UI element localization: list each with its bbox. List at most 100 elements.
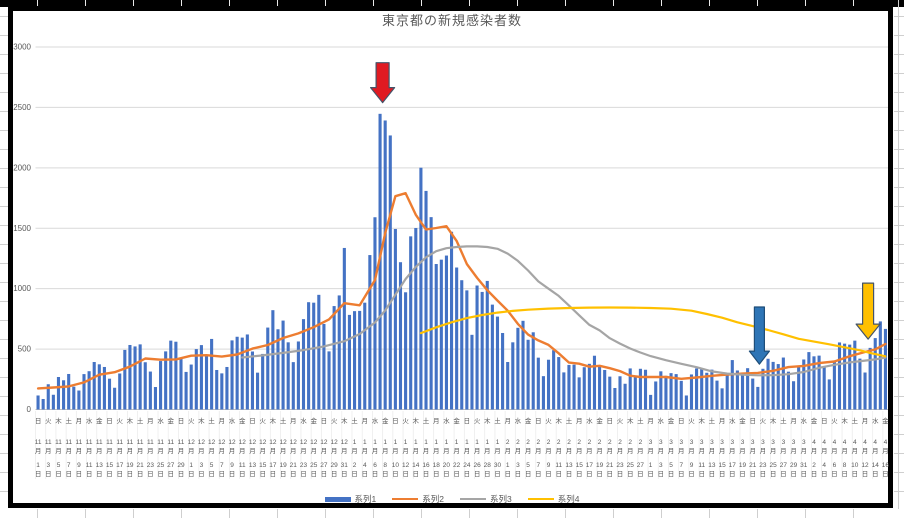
bar bbox=[256, 372, 260, 410]
x-tick-label: 月 11 月 9 日 bbox=[76, 417, 83, 478]
legend-item-series2[interactable]: 系列2 bbox=[392, 493, 444, 505]
x-tick-label: 月 3 月 15 日 bbox=[718, 417, 726, 478]
x-tick-label: 日 1 月 10 日 bbox=[392, 417, 400, 478]
y-axis-labels: 0 500 1000 1500 2000 2500 3000 bbox=[13, 43, 31, 415]
x-tick-label: 日 11 月 1 日 bbox=[35, 417, 42, 478]
yellow-arrow-annotation[interactable] bbox=[855, 282, 881, 340]
blue-arrow-annotation[interactable] bbox=[748, 306, 771, 365]
bar bbox=[317, 294, 321, 410]
bar bbox=[480, 291, 484, 410]
bar bbox=[858, 358, 862, 410]
x-tick-label: 水 11 月 11 日 bbox=[86, 416, 93, 478]
bar bbox=[705, 372, 709, 410]
bar bbox=[633, 376, 637, 410]
bar bbox=[822, 366, 826, 410]
x-tick-label: 木 12 月 3 日 bbox=[198, 416, 206, 478]
bar bbox=[521, 320, 525, 410]
bar bbox=[689, 374, 694, 410]
x-tick-label: 月 11 月 23 日 bbox=[147, 417, 155, 478]
series1-bars[interactable] bbox=[36, 113, 888, 410]
bar bbox=[465, 290, 469, 410]
spreadsheet-column-left bbox=[0, 0, 8, 518]
x-tick-label: 木 1 月 28 日 bbox=[484, 416, 492, 478]
series3-line-swatch-icon bbox=[460, 497, 486, 501]
bar bbox=[700, 369, 704, 410]
bar bbox=[169, 340, 173, 410]
spreadsheet-row-bottom bbox=[0, 509, 904, 518]
x-tick-label: 月 12 月 21 日 bbox=[290, 417, 298, 478]
x-tick-label: 土 3 月 27 日 bbox=[780, 416, 788, 478]
bar bbox=[409, 236, 413, 410]
x-tick-label: 火 1 月 26 日 bbox=[473, 418, 481, 478]
bar bbox=[541, 376, 545, 410]
bar bbox=[546, 359, 551, 410]
x-tick-label: 木 3 月 25 日 bbox=[769, 416, 777, 478]
y-tick-label: 2500 bbox=[13, 103, 31, 112]
bar bbox=[669, 373, 673, 410]
x-tick-label: 木 2 月 25 日 bbox=[627, 416, 635, 478]
bar bbox=[148, 371, 152, 410]
x-tick-label: 火 2 月 23 日 bbox=[616, 418, 624, 478]
bar bbox=[97, 364, 101, 410]
bar bbox=[444, 255, 448, 410]
bar bbox=[189, 364, 193, 410]
bar bbox=[414, 228, 418, 410]
bar bbox=[475, 285, 479, 410]
bar bbox=[664, 375, 668, 410]
spreadsheet-column-right bbox=[894, 0, 904, 518]
bar bbox=[235, 336, 239, 410]
bar bbox=[756, 386, 760, 410]
legend-label-series3: 系列3 bbox=[490, 494, 512, 504]
bar bbox=[429, 217, 433, 410]
x-tick-label: 金 12 月 11 日 bbox=[239, 416, 247, 478]
red-arrow-annotation[interactable] bbox=[370, 62, 396, 104]
legend-item-series3[interactable]: 系列3 bbox=[460, 493, 512, 505]
bar bbox=[220, 373, 224, 410]
bar bbox=[347, 314, 351, 410]
bar bbox=[138, 344, 142, 410]
bar bbox=[337, 295, 341, 410]
x-tick-label: 水 4 月 14 日 bbox=[872, 416, 880, 478]
x-tick-label: 金 4 月 16 日 bbox=[882, 416, 890, 478]
series3-line[interactable] bbox=[241, 245, 887, 377]
bar bbox=[353, 311, 357, 410]
series4-line[interactable] bbox=[419, 306, 887, 358]
series2-line-swatch-icon bbox=[392, 497, 419, 501]
bar bbox=[695, 368, 699, 410]
legend-item-series4[interactable]: 系列4 bbox=[527, 493, 579, 505]
bar bbox=[511, 342, 515, 410]
bar bbox=[878, 321, 882, 410]
bar bbox=[281, 320, 285, 410]
y-gridlines bbox=[35, 46, 888, 350]
bar bbox=[36, 395, 40, 410]
x-tick-label: 月 2 月 15 日 bbox=[576, 417, 584, 478]
bar bbox=[271, 310, 275, 410]
bar bbox=[460, 280, 464, 410]
bar bbox=[531, 332, 535, 410]
bar bbox=[388, 135, 392, 410]
bar bbox=[240, 337, 244, 410]
series1-bar-swatch-icon bbox=[324, 496, 351, 502]
x-tick-label: 金 1 月 22 日 bbox=[453, 416, 461, 478]
legend-item-series1[interactable]: 系列1 bbox=[324, 493, 376, 505]
bar bbox=[628, 368, 632, 410]
x-tick-label: 土 2 月 13 日 bbox=[565, 416, 573, 478]
bar bbox=[608, 376, 612, 410]
bar bbox=[230, 340, 234, 410]
bar bbox=[194, 349, 198, 410]
bar bbox=[128, 344, 132, 410]
x-tick-label: 火 12 月 1 日 bbox=[188, 418, 196, 478]
bar bbox=[424, 190, 428, 410]
x-tick-label: 日 11 月 15 日 bbox=[106, 417, 114, 478]
x-tick-label: 水 1 月 20 日 bbox=[443, 416, 451, 478]
bar bbox=[797, 365, 801, 410]
bar bbox=[771, 361, 775, 410]
bar bbox=[587, 363, 591, 410]
bar bbox=[592, 355, 597, 410]
bar bbox=[373, 217, 377, 410]
